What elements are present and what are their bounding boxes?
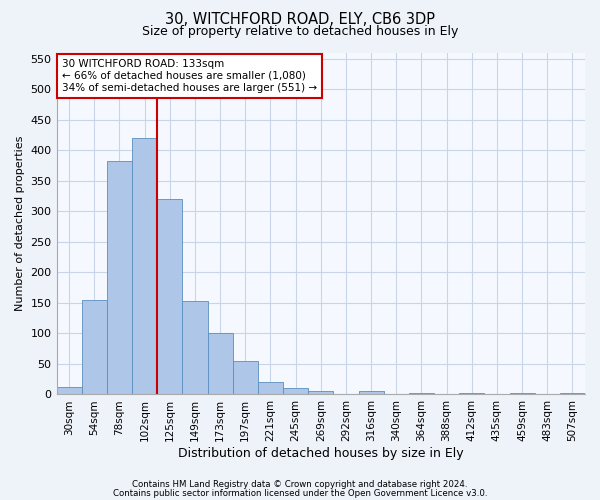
- Bar: [56, 387, 82, 394]
- Text: Contains public sector information licensed under the Open Government Licence v3: Contains public sector information licen…: [113, 488, 487, 498]
- Text: Size of property relative to detached houses in Ely: Size of property relative to detached ho…: [142, 25, 458, 38]
- Bar: [459, 392, 484, 394]
- Bar: [107, 161, 132, 394]
- Bar: [359, 392, 383, 394]
- Bar: [82, 300, 107, 394]
- Text: 30 WITCHFORD ROAD: 133sqm
← 66% of detached houses are smaller (1,080)
34% of se: 30 WITCHFORD ROAD: 133sqm ← 66% of detac…: [62, 60, 317, 92]
- Bar: [182, 301, 208, 394]
- Bar: [409, 392, 434, 394]
- Bar: [157, 199, 182, 394]
- Bar: [258, 382, 283, 394]
- Y-axis label: Number of detached properties: Number of detached properties: [15, 136, 25, 311]
- Bar: [208, 334, 233, 394]
- Bar: [509, 392, 535, 394]
- Bar: [132, 138, 157, 394]
- Text: 30, WITCHFORD ROAD, ELY, CB6 3DP: 30, WITCHFORD ROAD, ELY, CB6 3DP: [165, 12, 435, 28]
- Text: Contains HM Land Registry data © Crown copyright and database right 2024.: Contains HM Land Registry data © Crown c…: [132, 480, 468, 489]
- Bar: [233, 361, 258, 394]
- Bar: [560, 392, 585, 394]
- X-axis label: Distribution of detached houses by size in Ely: Distribution of detached houses by size …: [178, 447, 464, 460]
- Bar: [308, 392, 334, 394]
- Bar: [283, 388, 308, 394]
